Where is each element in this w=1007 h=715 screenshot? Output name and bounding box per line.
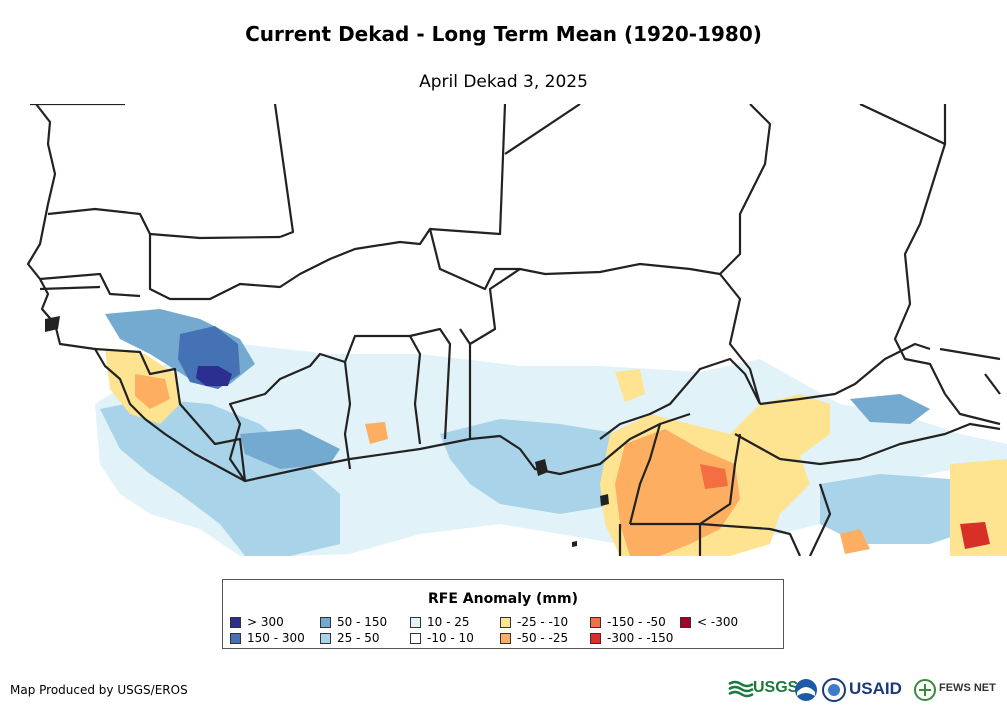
legend-label: -25 - -10 [517,615,569,629]
border-senegal [39,272,141,298]
legend-label: > 300 [247,615,284,629]
legend-item: 10 - 25 [410,615,470,629]
fewsnet-logo-icon: FEWS NET [913,676,996,704]
bioko-island [535,459,548,476]
border-car [734,422,1001,466]
legend-swatch [410,617,421,628]
legend-label: 150 - 300 [247,631,305,645]
legend-item: -300 - -150 [590,631,673,645]
anomaly-region [365,422,388,444]
annobon-island [572,541,577,547]
border-cote-divoire [228,352,352,482]
legend-label: -150 - -50 [607,615,666,629]
border-mali-burkina [148,104,507,301]
legend-item: -25 - -10 [500,615,568,629]
map-title: Current Dekad - Long Term Mean (1920-198… [245,22,762,46]
anomaly-region [700,464,728,489]
border-cameroon [628,342,931,525]
legend-item: -50 - -25 [500,631,568,645]
fewsnet-logo-text: FEWS NET [939,682,996,694]
anomaly-shading [95,309,1007,556]
legend-label: 10 - 25 [427,615,470,629]
anomaly-region [135,374,170,409]
anomaly-region [850,394,930,424]
legend-item: -150 - -50 [590,615,666,629]
legend-swatch [590,633,601,644]
border-mauritania-mali [30,104,295,239]
legend-label: -50 - -25 [517,631,569,645]
border-niger [428,228,721,291]
legend-swatch [230,617,241,628]
border-mauritania [47,207,281,240]
anomaly-region [960,522,990,549]
map-subtitle: April Dekad 3, 2025 [419,72,588,92]
bissau-islands [45,316,60,332]
legend-item: 25 - 50 [320,631,380,645]
legend-swatch [410,633,421,644]
coastal-islands [45,316,609,547]
usgs-logo-text: USGS [753,679,799,696]
border-sudan [893,143,947,395]
legend-swatch [500,633,511,644]
legend-swatch [680,617,691,628]
legend-item: > 300 [230,615,284,629]
legend-label: < -300 [697,615,739,629]
usgs-logo-icon: USGS [727,676,798,704]
anomaly-region [615,369,645,402]
legend-label: 25 - 50 [337,631,380,645]
legend-swatch [320,617,331,628]
legend-swatch [590,617,601,628]
map-credit: Map Produced by USGS/EROS [10,683,188,697]
sao-tome-island [600,494,609,506]
nasa-seal-icon [821,676,847,704]
legend-label: -10 - 10 [427,631,474,645]
border-drc [809,347,1001,556]
legend-swatch [230,633,241,644]
legend-swatch [500,617,511,628]
border-ghana [343,334,422,445]
anomaly-region [240,429,340,469]
legend-title: RFE Anomaly (mm) [427,591,578,607]
border-gabon [618,524,702,556]
rainfall-anomaly-map [26,104,1007,556]
anomaly-region [100,399,340,556]
country-borders [26,104,1001,556]
border-niger-north [504,104,772,275]
legend: RFE Anomaly (mm) > 300 150 - 300 50 - 15… [222,579,784,649]
border-congo [630,433,802,556]
legend-label: -300 - -150 [607,631,674,645]
legend-item: 50 - 150 [320,615,387,629]
coastline [26,104,691,483]
legend-item: < -300 [680,615,738,629]
anomaly-region [840,529,870,554]
noaa-logo-icon [793,676,819,704]
border-nigeria [469,268,761,440]
anomaly-region [196,366,232,386]
border-chad [719,104,947,405]
border-south-sudan [944,393,1001,426]
legend-item: -10 - 10 [410,631,474,645]
legend-label: 50 - 150 [337,615,388,629]
usaid-logo-text: USAID [849,679,902,698]
legend-item: 150 - 300 [230,631,305,645]
legend-swatch [320,633,331,644]
